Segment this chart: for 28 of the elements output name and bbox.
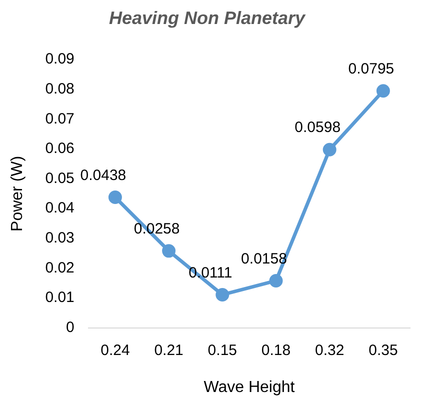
x-tick-label: 0.35	[368, 342, 398, 359]
data-label: 0.0598	[294, 119, 341, 136]
x-tick-label: 0.21	[154, 342, 184, 359]
y-tick-label: 0.07	[45, 110, 74, 128]
y-tick-label: 0.01	[45, 289, 74, 306]
data-label: 0.0438	[80, 166, 126, 184]
y-tick-label: 0.08	[45, 80, 74, 98]
x-tick-label: 0.32	[314, 342, 344, 359]
x-tick-label: 0.24	[100, 342, 130, 359]
point	[322, 142, 336, 156]
point	[216, 288, 230, 302]
y-tick-label: 0	[66, 318, 74, 336]
point	[108, 190, 122, 204]
x-tick-label: 0.18	[261, 342, 291, 359]
chart-title: Heaving Non Planetary	[108, 8, 306, 28]
data-label: 0.0795	[348, 60, 394, 78]
point	[162, 244, 176, 258]
y-axis-title: Power (W)	[9, 156, 26, 232]
x-axis-title: Wave Height	[204, 378, 296, 396]
point	[376, 84, 390, 98]
x-tick-label: 0.15	[208, 342, 237, 359]
y-tick-label: 0.02	[45, 259, 74, 276]
y-tick-label: 0.05	[45, 170, 74, 187]
point	[269, 274, 283, 288]
y-tick-label: 0.04	[45, 200, 74, 217]
y-tick-label: 0.09	[45, 50, 74, 68]
y-tick-label: 0.03	[45, 230, 74, 247]
y-tick-label: 0.06	[45, 140, 74, 158]
